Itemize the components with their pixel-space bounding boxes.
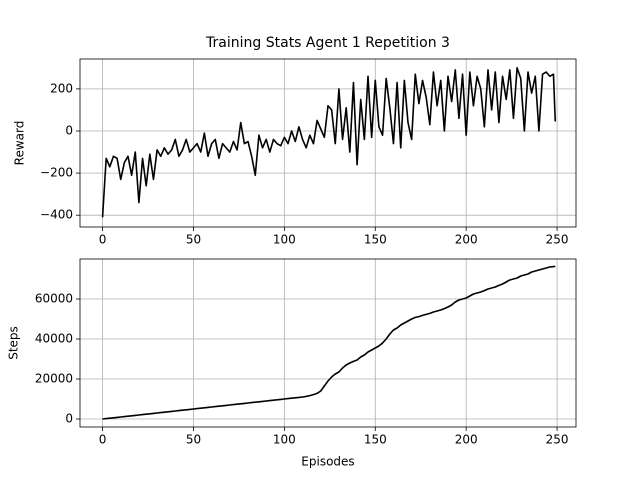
line-series: [102, 265, 556, 420]
x-tick-label: 0: [99, 433, 107, 447]
x-tick-label: 100: [273, 233, 296, 247]
x-axis-label: Episodes: [301, 455, 354, 469]
y-tick-label: −200: [40, 166, 73, 180]
y-tick-label: 0: [65, 124, 73, 138]
y-tick-label: 40000: [35, 332, 73, 346]
y-tick-label: 0: [65, 412, 73, 426]
y-axis-label: Steps: [7, 326, 21, 360]
y-tick-label: 60000: [35, 292, 73, 306]
x-tick-label: 250: [546, 433, 569, 447]
x-tick-label: 0: [99, 233, 107, 247]
y-axis-label: Reward: [13, 121, 27, 166]
axes-frame: [79, 58, 577, 228]
x-tick-label: 200: [455, 433, 478, 447]
x-tick-label: 50: [186, 233, 201, 247]
x-tick-label: 250: [546, 233, 569, 247]
x-tick-label: 100: [273, 433, 296, 447]
y-tick-label: 200: [50, 81, 73, 95]
y-tick-label: −400: [40, 208, 73, 222]
x-tick-label: 150: [364, 233, 387, 247]
x-tick-label: 50: [186, 433, 201, 447]
chart-title: Training Stats Agent 1 Repetition 3: [205, 35, 450, 51]
x-tick-label: 200: [455, 233, 478, 247]
x-tick-label: 150: [364, 433, 387, 447]
axes-frame: [79, 258, 577, 428]
y-tick-label: 20000: [35, 372, 73, 386]
line-series: [101, 67, 557, 218]
